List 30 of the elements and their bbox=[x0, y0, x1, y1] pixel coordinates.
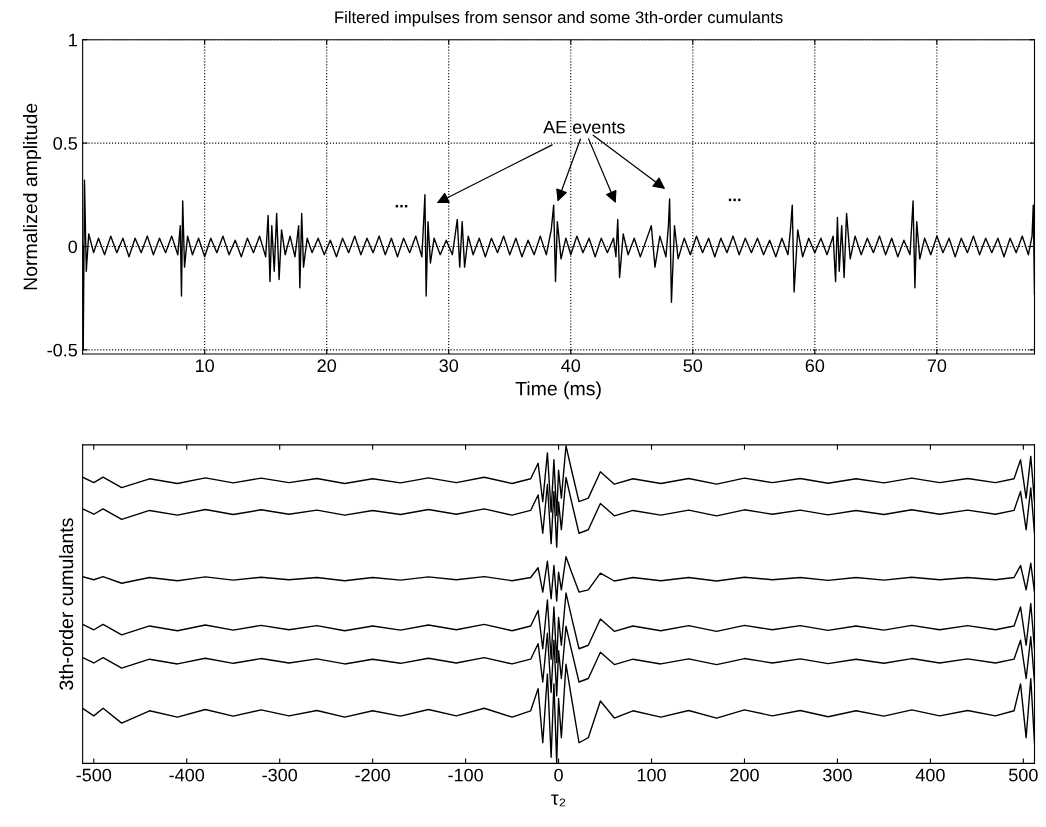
x-tick-label: 20 bbox=[317, 359, 337, 373]
y-axis-title: 3th-order cumulants bbox=[58, 518, 74, 690]
x-tick-label: 500 bbox=[1009, 768, 1038, 782]
x-tick-label: 0 bbox=[554, 768, 563, 782]
x-tick-label: 50 bbox=[683, 359, 703, 373]
y-tick-label: 1 bbox=[69, 33, 77, 47]
x-tick-label: 200 bbox=[730, 768, 759, 782]
y-tick-label: 0.5 bbox=[53, 137, 78, 150]
x-tick-label: 100 bbox=[637, 768, 666, 782]
x-tick-label: 70 bbox=[927, 359, 947, 373]
annotation: ... bbox=[728, 198, 741, 202]
x-tick-label: 400 bbox=[915, 768, 945, 782]
x-tick-label: 30 bbox=[439, 359, 459, 373]
x-tick-label: -500 bbox=[76, 768, 112, 782]
x-tick-label: 300 bbox=[823, 768, 852, 782]
x-axis-title: Time (ms) bbox=[515, 381, 601, 400]
x-tick-label: -300 bbox=[262, 768, 298, 782]
x-tick-label: 60 bbox=[805, 359, 825, 373]
x-tick-label: 10 bbox=[196, 359, 214, 373]
annotation: ... bbox=[395, 204, 408, 208]
x-axis-title: τ₂ bbox=[551, 794, 566, 807]
x-tick-label: -400 bbox=[169, 768, 205, 782]
y-tick-label: 0 bbox=[68, 240, 78, 254]
x-tick-label: 40 bbox=[561, 359, 581, 373]
x-tick-label: -200 bbox=[355, 768, 391, 782]
y-axis-title: Normalized amplitude bbox=[22, 103, 42, 290]
y-tick-label: -0.5 bbox=[47, 343, 78, 357]
x-tick-label: -100 bbox=[448, 768, 483, 782]
chart-title: Filtered impulses from sensor and some 3th-order cumulants bbox=[335, 10, 783, 27]
annotation: AE events bbox=[543, 120, 625, 134]
